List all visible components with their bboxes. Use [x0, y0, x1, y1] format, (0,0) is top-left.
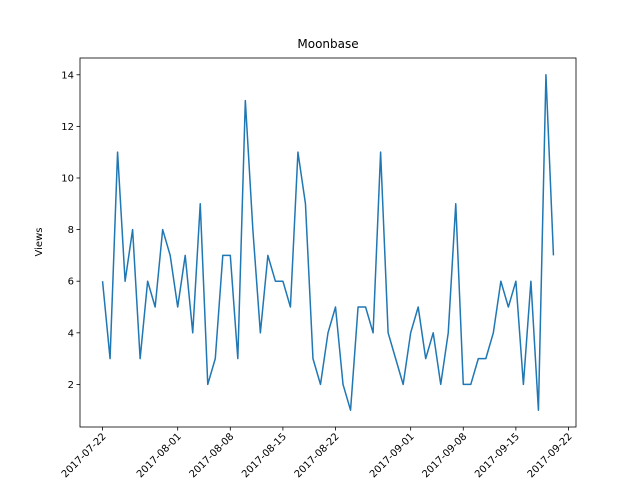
- x-tick-label: 2017-08-15: [240, 431, 289, 480]
- x-tick-label: 2017-09-22: [526, 431, 575, 480]
- y-tick-label: 14: [61, 70, 74, 81]
- y-tick-label: 6: [68, 277, 74, 288]
- x-tick-label: 2017-07-22: [60, 431, 109, 480]
- axes-frame: [79, 57, 577, 428]
- x-tick-label: 2017-08-22: [293, 431, 342, 480]
- x-tick-label: 2017-09-01: [368, 431, 417, 480]
- x-tick-label: 2017-08-08: [188, 431, 237, 480]
- x-tick-label: 2017-09-15: [473, 431, 522, 480]
- y-tick-label: 4: [68, 328, 74, 339]
- x-tick-label: 2017-08-01: [135, 431, 184, 480]
- y-axis-label: Views: [34, 228, 45, 257]
- y-tick-label: 12: [61, 122, 74, 133]
- y-tick-label: 8: [68, 225, 74, 236]
- line: [101, 74, 555, 411]
- x-tick-label: 2017-09-08: [421, 431, 470, 480]
- y-tick-label: 10: [61, 173, 74, 184]
- chart-title: Moonbase: [297, 37, 358, 51]
- y-tick-label: 2: [68, 380, 74, 391]
